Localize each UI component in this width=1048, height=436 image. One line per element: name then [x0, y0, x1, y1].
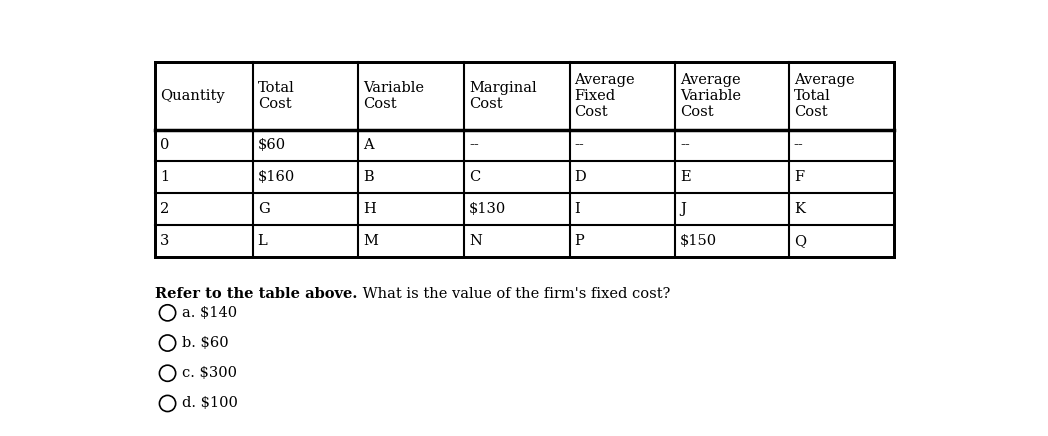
- Text: J: J: [680, 202, 686, 216]
- Text: G: G: [258, 202, 269, 216]
- Text: --: --: [793, 139, 804, 153]
- Text: What is the value of the firm's fixed cost?: What is the value of the firm's fixed co…: [357, 287, 670, 301]
- Text: F: F: [793, 170, 804, 184]
- Text: Refer to the table above.: Refer to the table above.: [155, 287, 357, 301]
- Text: Average
Fixed
Cost: Average Fixed Cost: [574, 73, 635, 119]
- Text: N: N: [468, 234, 482, 248]
- Text: 1: 1: [160, 170, 170, 184]
- Text: M: M: [364, 234, 378, 248]
- Text: E: E: [680, 170, 691, 184]
- Text: I: I: [574, 202, 581, 216]
- Text: Quantity: Quantity: [160, 89, 225, 103]
- Bar: [155, 62, 895, 257]
- Text: B: B: [364, 170, 374, 184]
- Text: C: C: [468, 170, 480, 184]
- Text: d. $100: d. $100: [182, 396, 238, 410]
- Text: D: D: [574, 170, 586, 184]
- Text: P: P: [574, 234, 584, 248]
- Text: Average
Variable
Cost: Average Variable Cost: [680, 73, 741, 119]
- Text: --: --: [680, 139, 690, 153]
- Text: K: K: [793, 202, 805, 216]
- Text: Total
Cost: Total Cost: [258, 81, 294, 111]
- Text: $150: $150: [680, 234, 717, 248]
- Text: Marginal
Cost: Marginal Cost: [468, 81, 537, 111]
- Text: Average
Total
Cost: Average Total Cost: [793, 73, 854, 119]
- Text: b. $60: b. $60: [182, 336, 228, 350]
- Text: Q: Q: [793, 234, 806, 248]
- Text: --: --: [468, 139, 479, 153]
- Text: 2: 2: [160, 202, 170, 216]
- Text: $60: $60: [258, 139, 286, 153]
- Text: 3: 3: [160, 234, 170, 248]
- Text: H: H: [364, 202, 376, 216]
- Text: --: --: [574, 139, 584, 153]
- Text: L: L: [258, 234, 267, 248]
- Text: $130: $130: [468, 202, 506, 216]
- Text: A: A: [364, 139, 374, 153]
- Text: 0: 0: [160, 139, 170, 153]
- Text: c. $300: c. $300: [182, 366, 237, 380]
- Text: $160: $160: [258, 170, 294, 184]
- Text: a. $140: a. $140: [182, 306, 237, 320]
- Text: Variable
Cost: Variable Cost: [364, 81, 424, 111]
